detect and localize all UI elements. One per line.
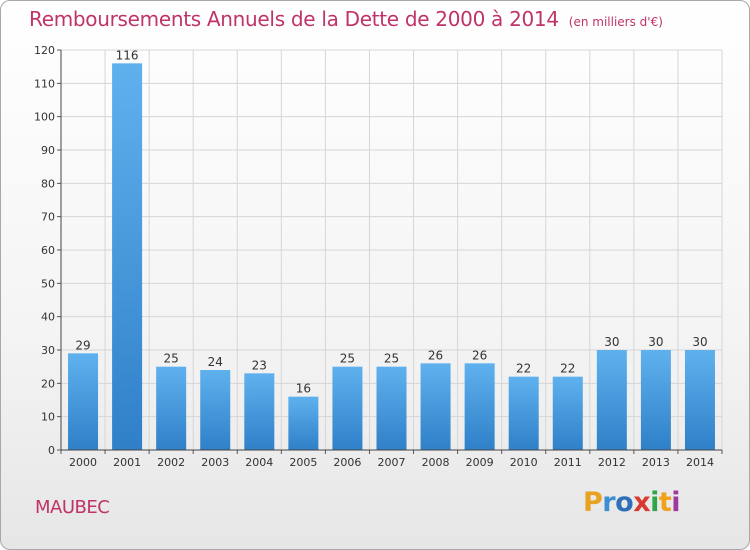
logo-letter: t <box>658 487 672 518</box>
bar-value-label: 25 <box>340 352 355 366</box>
bar-value-label: 116 <box>116 48 139 62</box>
x-tick-label: 2010 <box>510 456 538 469</box>
bar <box>288 396 319 450</box>
bar <box>596 350 627 450</box>
bar <box>156 366 187 450</box>
y-tick-label: 110 <box>34 77 55 90</box>
x-tick-label: 2003 <box>201 456 229 469</box>
y-tick-label: 40 <box>41 311 55 324</box>
bar-value-label: 16 <box>296 382 311 396</box>
chart-unit-note: (en milliers d'€) <box>568 15 663 29</box>
bar <box>552 376 583 450</box>
x-tick-label: 2002 <box>157 456 185 469</box>
logo-letter: i <box>650 487 659 518</box>
bar <box>200 370 231 450</box>
axes: 0 10 20 30 40 50 60 70 80 90 100 110 120 2000 2001 2002… <box>34 44 723 469</box>
y-tick-label: 60 <box>41 244 55 257</box>
x-tick-label: 2008 <box>422 456 450 469</box>
bar-value-label: 29 <box>75 338 90 352</box>
bar <box>640 350 671 450</box>
bar-value-label: 30 <box>648 335 663 349</box>
bar-value-label: 22 <box>516 362 531 376</box>
x-tick-label: 2013 <box>642 456 670 469</box>
bar <box>508 376 539 450</box>
y-tick-label: 100 <box>34 111 55 124</box>
y-tick-label: 70 <box>41 211 55 224</box>
bar <box>684 350 715 450</box>
logo-letter: o <box>615 487 634 518</box>
x-tick-label: 2000 <box>69 456 97 469</box>
x-tick-label: 2014 <box>686 456 714 469</box>
data-labels: 29 116 25 24 23 16 25 25 26 26 22 22 30 30 30 <box>75 48 707 395</box>
bar-value-label: 30 <box>604 335 619 349</box>
y-tick-label: 10 <box>41 411 55 424</box>
bar-value-label: 25 <box>384 352 399 366</box>
y-tick-label: 120 <box>34 44 55 57</box>
x-tick-label: 2012 <box>598 456 626 469</box>
logo-letter: x <box>633 487 651 518</box>
y-tick-label: 0 <box>48 444 55 457</box>
bar-value-label: 24 <box>208 355 223 369</box>
y-tick-label: 80 <box>41 177 55 190</box>
logo-letter: P <box>583 487 603 518</box>
logo-letter: r <box>602 487 616 518</box>
x-tick-label: 2009 <box>466 456 494 469</box>
bar-value-label: 25 <box>164 352 179 366</box>
x-tick-label: 2006 <box>333 456 361 469</box>
bar-value-label: 23 <box>252 358 267 372</box>
x-tick-label: 2004 <box>245 456 273 469</box>
bar <box>332 366 363 450</box>
bar <box>112 63 143 450</box>
y-tick-label: 30 <box>41 344 55 357</box>
proxiti-logo: Proxiti <box>583 487 681 518</box>
x-tick-label: 2001 <box>113 456 141 469</box>
commune-name: MAUBEC <box>35 497 110 518</box>
bar-value-label: 30 <box>692 335 707 349</box>
bar-value-label: 26 <box>428 348 443 362</box>
x-tick-label: 2007 <box>378 456 406 469</box>
chart-title: Remboursements Annuels de la Dette de 20… <box>29 7 663 31</box>
logo-letter: i <box>671 487 681 518</box>
y-tick-label: 20 <box>41 377 55 390</box>
bar <box>68 353 99 450</box>
chart-title-text: Remboursements Annuels de la Dette de 20… <box>29 7 559 31</box>
bar <box>376 366 407 450</box>
y-tick-label: 90 <box>41 144 55 157</box>
x-tick-label: 2011 <box>554 456 582 469</box>
bars <box>68 63 715 450</box>
y-tick-label: 50 <box>41 277 55 290</box>
bar-value-label: 26 <box>472 348 487 362</box>
bar <box>420 363 451 450</box>
bar <box>244 373 275 450</box>
bar-value-label: 22 <box>560 362 575 376</box>
bar <box>464 363 495 450</box>
x-tick-label: 2005 <box>289 456 317 469</box>
